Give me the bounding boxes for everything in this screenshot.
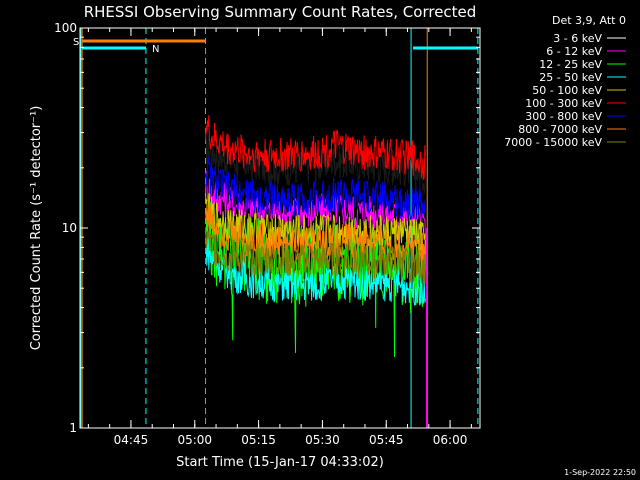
x-tick-label-4: 05:45 xyxy=(369,433,404,447)
timestamp: 1-Sep-2022 22:50 xyxy=(564,468,636,477)
x-tick-label-2: 05:15 xyxy=(241,433,276,447)
x-tick-label-5: 06:00 xyxy=(433,433,468,447)
flag-label-s: S xyxy=(73,37,79,48)
series-line-25-50-kev xyxy=(205,237,426,306)
legend-label-7000-15000-kev: 7000 - 15000 keV xyxy=(504,136,602,149)
legend-header: Det 3,9, Att 0 xyxy=(552,14,626,27)
series-line-50-100-kev xyxy=(205,192,426,255)
x-tick-label-0: 04:45 xyxy=(114,433,149,447)
chart-title: RHESSI Observing Summary Count Rates, Co… xyxy=(84,3,477,21)
legend-label-6-12-kev: 6 - 12 keV xyxy=(546,45,602,58)
x-tick-label-1: 05:00 xyxy=(177,433,212,447)
series-line-300-800-kev xyxy=(205,155,426,223)
legend-label-300-800-kev: 300 - 800 keV xyxy=(525,110,602,123)
y-tick-label-2: 100 xyxy=(54,21,77,35)
legend-label-800-7000-kev: 800 - 7000 keV xyxy=(518,123,602,136)
axis-ticks: 04:45 05:00 05:15 05:30 05:45 06:00 1 10 100 xyxy=(54,21,480,447)
legend-label-12-25-kev: 12 - 25 keV xyxy=(539,58,602,71)
y-tick-label-1: 10 xyxy=(62,221,77,235)
y-axis-label: Corrected Count Rate (s⁻¹ detector⁻¹) xyxy=(29,106,44,351)
legend-label-3-6-kev: 3 - 6 keV xyxy=(553,32,602,45)
series-line-7000-15000-kev xyxy=(205,227,426,285)
legend-label-50-100-kev: 50 - 100 keV xyxy=(532,84,602,97)
x-axis-label: Start Time (15-Jan-17 04:33:02) xyxy=(176,455,384,470)
flag-label-n: N xyxy=(152,44,159,55)
legend-label-25-50-kev: 25 - 50 keV xyxy=(539,71,602,84)
y-tick-label-0: 1 xyxy=(69,421,77,435)
legend-label-100-300-kev: 100 - 300 keV xyxy=(525,97,602,110)
series-line-3-6-kev xyxy=(205,132,426,194)
series-line-100-300-kev xyxy=(205,115,426,181)
series-lines xyxy=(205,115,427,428)
flag-bars: SN xyxy=(73,37,478,55)
x-tick-label-3: 05:30 xyxy=(305,433,340,447)
